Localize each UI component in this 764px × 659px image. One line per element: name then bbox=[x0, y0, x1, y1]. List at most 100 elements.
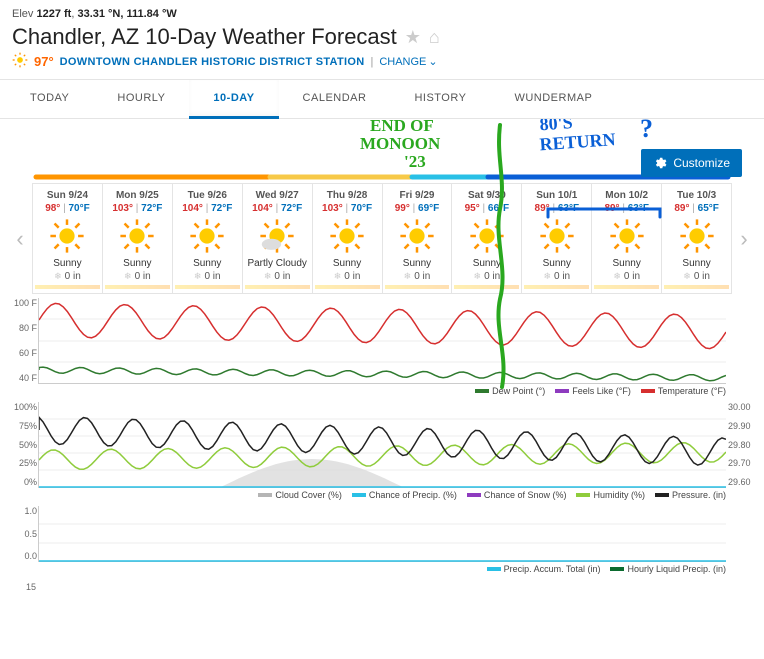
svg-text:?: ? bbox=[640, 119, 653, 143]
day-card[interactable]: Sun 9/24 98° | 70°F Sunny ❄0 in bbox=[33, 184, 103, 293]
drop-icon: ❄ bbox=[543, 271, 551, 282]
day-card[interactable]: Sat 9/30 95° | 66°F Sunny ❄0 in bbox=[452, 184, 522, 293]
legend-item: Precip. Accum. Total (in) bbox=[487, 564, 601, 574]
days-container: Sun 9/24 98° | 70°F Sunny ❄0 in Mon 9/25… bbox=[32, 183, 732, 294]
day-bar bbox=[245, 285, 310, 289]
customize-button[interactable]: Customize bbox=[641, 149, 742, 177]
day-precip: ❄0 in bbox=[105, 271, 170, 282]
legend-item: Chance of Precip. (%) bbox=[352, 490, 457, 500]
day-card[interactable]: Tue 10/3 89° | 65°F Sunny ❄0 in bbox=[662, 184, 731, 293]
day-temps: 89° | 65°F bbox=[664, 203, 729, 214]
next-arrow[interactable]: › bbox=[732, 226, 756, 252]
chart4-ylabel: 15 bbox=[10, 582, 36, 594]
day-condition: Sunny bbox=[105, 258, 170, 269]
drop-icon: ❄ bbox=[264, 271, 272, 282]
weather-icon bbox=[329, 218, 365, 254]
drop-icon: ❄ bbox=[334, 271, 342, 282]
day-temps: 104° | 72°F bbox=[245, 203, 310, 214]
charts-area: 100 F80 F60 F40 F Dew Point (°)Feels Lik… bbox=[8, 298, 756, 594]
day-card[interactable]: Tue 9/26 104° | 72°F Sunny ❄0 in bbox=[173, 184, 243, 293]
day-temps: 99° | 69°F bbox=[385, 203, 450, 214]
day-date: Sun 9/24 bbox=[35, 190, 100, 201]
station-link[interactable]: DOWNTOWN CHANDLER HISTORIC DISTRICT STAT… bbox=[60, 56, 365, 68]
legend-item: Humidity (%) bbox=[576, 490, 645, 500]
day-date: Sat 9/30 bbox=[454, 190, 519, 201]
day-temps: 103° | 72°F bbox=[105, 203, 170, 214]
station-row: 97° DOWNTOWN CHANDLER HISTORIC DISTRICT … bbox=[12, 52, 752, 71]
day-temps: 89° | 63°F bbox=[524, 203, 589, 214]
divider: | bbox=[370, 56, 373, 68]
chart3-legend: Precip. Accum. Total (in)Hourly Liquid P… bbox=[38, 562, 726, 576]
weather-icon bbox=[539, 218, 575, 254]
day-bar bbox=[175, 285, 240, 289]
day-condition: Sunny bbox=[175, 258, 240, 269]
day-temps: 95° | 66°F bbox=[454, 203, 519, 214]
chart4-label: 15 bbox=[10, 582, 36, 592]
weather-icon bbox=[609, 218, 645, 254]
day-card[interactable]: Wed 9/27 104° | 72°F Partly Cloudy ❄0 in bbox=[243, 184, 313, 293]
legend-item: Cloud Cover (%) bbox=[258, 490, 342, 500]
svg-text:END OF: END OF bbox=[370, 119, 434, 135]
chart1-legend: Dew Point (°)Feels Like (°F)Temperature … bbox=[38, 384, 726, 398]
chart2-ylabels-left: 100%75%50%25%0% bbox=[11, 402, 37, 487]
tab-history[interactable]: HISTORY bbox=[390, 80, 490, 118]
day-condition: Partly Cloudy bbox=[245, 258, 310, 269]
prev-arrow[interactable]: ‹ bbox=[8, 226, 32, 252]
weather-icon bbox=[119, 218, 155, 254]
tabs-nav: TODAYHOURLY10-DAYCALENDARHISTORYWUNDERMA… bbox=[0, 79, 764, 119]
day-precip: ❄0 in bbox=[524, 271, 589, 282]
day-card[interactable]: Mon 9/25 103° | 72°F Sunny ❄0 in bbox=[103, 184, 173, 293]
day-bar bbox=[35, 285, 100, 289]
drop-icon: ❄ bbox=[124, 271, 132, 282]
day-condition: Sunny bbox=[664, 258, 729, 269]
tab-calendar[interactable]: CALENDAR bbox=[279, 80, 391, 118]
day-card[interactable]: Sun 10/1 89° | 63°F Sunny ❄0 in bbox=[522, 184, 592, 293]
day-date: Fri 9/29 bbox=[385, 190, 450, 201]
gear-icon bbox=[653, 156, 667, 170]
day-date: Tue 9/26 bbox=[175, 190, 240, 201]
tab-wundermap[interactable]: WUNDERMAP bbox=[490, 80, 616, 118]
weather-icon bbox=[49, 218, 85, 254]
elev-label: Elev bbox=[12, 8, 33, 20]
chart2-legend: Cloud Cover (%) Chance of Precip. (%) Chan… bbox=[38, 488, 726, 502]
tab-10-day[interactable]: 10-DAY bbox=[189, 80, 278, 119]
day-bar bbox=[385, 285, 450, 289]
chart4-stub: 15 bbox=[38, 580, 726, 594]
tab-today[interactable]: TODAY bbox=[6, 80, 93, 118]
drop-icon: ❄ bbox=[474, 271, 482, 282]
temperature-chart: 100 F80 F60 F40 F bbox=[38, 298, 726, 384]
svg-text:80'S: 80'S bbox=[539, 119, 573, 134]
day-precip: ❄0 in bbox=[35, 271, 100, 282]
change-station-link[interactable]: CHANGE ⌄ bbox=[379, 55, 437, 68]
day-card[interactable]: Fri 9/29 99° | 69°F Sunny ❄0 in bbox=[383, 184, 453, 293]
page-title-row: Chandler, AZ 10-Day Weather Forecast ★ ⌂ bbox=[12, 24, 752, 50]
current-temp: 97° bbox=[34, 54, 54, 69]
forecast-row: ‹ Sun 9/24 98° | 70°F Sunny ❄0 in Mon 9/… bbox=[8, 183, 756, 294]
elev-value: 1227 ft bbox=[36, 8, 71, 20]
home-icon[interactable]: ⌂ bbox=[429, 27, 440, 48]
day-card[interactable]: Mon 10/2 89° | 63°F Sunny ❄0 in bbox=[592, 184, 662, 293]
weather-icon bbox=[259, 218, 295, 254]
day-temps: 103° | 70°F bbox=[315, 203, 380, 214]
weather-icon bbox=[399, 218, 435, 254]
drop-icon: ❄ bbox=[404, 271, 412, 282]
favorite-star-icon[interactable]: ★ bbox=[405, 27, 421, 48]
day-temps: 98° | 70°F bbox=[35, 203, 100, 214]
day-date: Thu 9/28 bbox=[315, 190, 380, 201]
tab-hourly[interactable]: HOURLY bbox=[93, 80, 189, 118]
drop-icon: ❄ bbox=[194, 271, 202, 282]
day-card[interactable]: Thu 9/28 103° | 70°F Sunny ❄0 in bbox=[313, 184, 383, 293]
day-precip: ❄0 in bbox=[245, 271, 310, 282]
legend-item: Chance of Snow (%) bbox=[467, 490, 567, 500]
legend-item: Feels Like (°F) bbox=[555, 386, 631, 396]
weather-icon bbox=[679, 218, 715, 254]
day-bar bbox=[454, 285, 519, 289]
day-date: Wed 9/27 bbox=[245, 190, 310, 201]
day-date: Mon 9/25 bbox=[105, 190, 170, 201]
svg-text:MONOON: MONOON bbox=[360, 134, 441, 153]
svg-text:'23: '23 bbox=[404, 152, 426, 171]
svg-text:RETURN: RETURN bbox=[539, 129, 616, 154]
day-precip: ❄0 in bbox=[385, 271, 450, 282]
day-precip: ❄0 in bbox=[664, 271, 729, 282]
page-title: Chandler, AZ 10-Day Weather Forecast bbox=[12, 24, 397, 50]
